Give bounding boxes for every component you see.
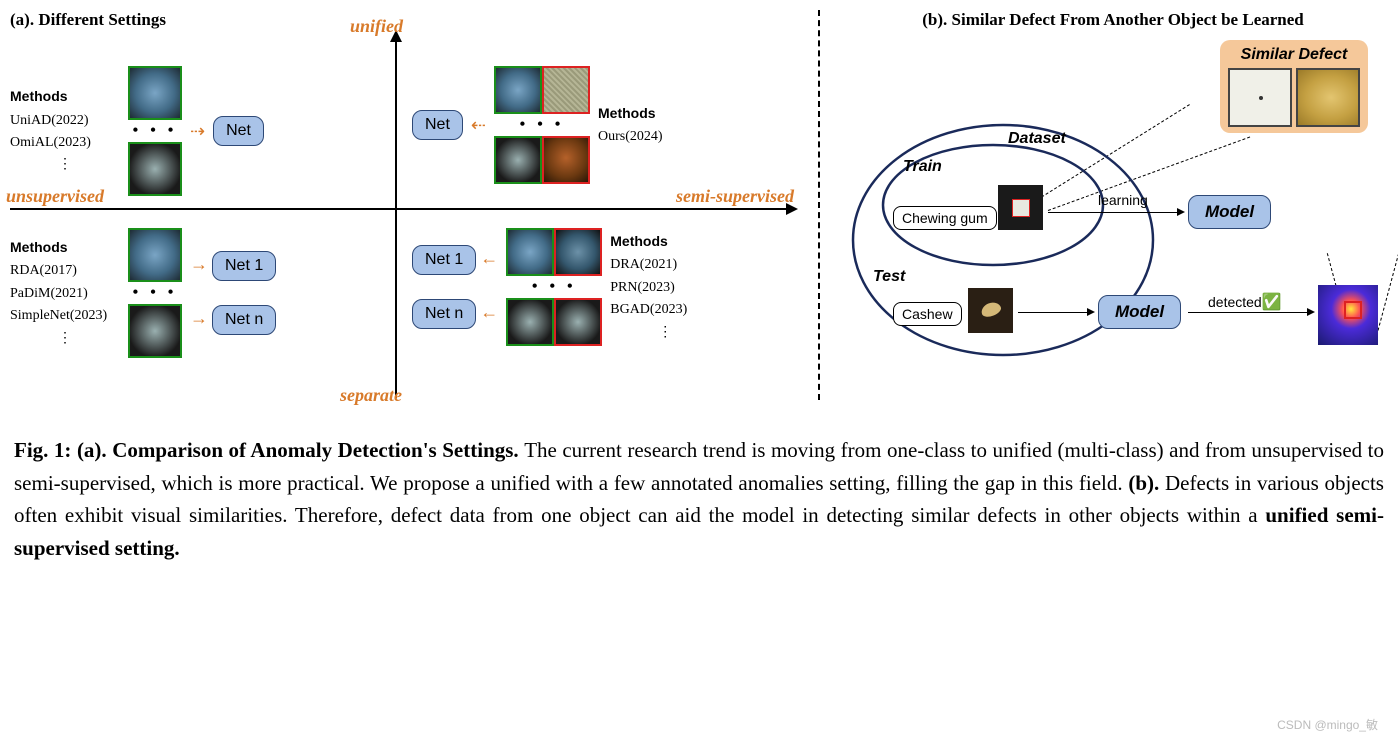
model-box-train: Model	[1188, 195, 1271, 229]
method-item: UniAD(2022)	[10, 110, 120, 132]
net-column: Net 1← Net n←	[412, 245, 498, 329]
caption-mid-bold: (b).	[1128, 471, 1165, 495]
thumb-normal-cable	[128, 228, 182, 282]
net-box: Net 1	[212, 251, 276, 281]
converge-arrow-icon: ⇢	[190, 121, 205, 142]
quadrant-bottom-left: Methods RDA(2017) PaDiM(2021) SimpleNet(…	[10, 228, 276, 358]
method-item: RDA(2017)	[10, 260, 120, 282]
detected-label: detected✅	[1208, 292, 1282, 312]
learning-label: learning	[1098, 192, 1148, 208]
vdots-icon: ⋮	[610, 322, 720, 344]
method-item: Ours(2024)	[598, 126, 708, 148]
method-item: OmiAL(2023)	[10, 132, 120, 154]
dots-icon: • • •	[133, 122, 178, 140]
net-box: Net 1	[412, 245, 476, 275]
learning-arrow	[1048, 212, 1178, 213]
watermark: CSDN @mingo_敏	[1277, 716, 1378, 733]
net-box: Net	[213, 116, 264, 146]
net-box: Net	[412, 110, 463, 140]
similar-defect-callout: Similar Defect	[1220, 40, 1368, 133]
method-item: PRN(2023)	[610, 277, 720, 299]
dash-line	[1378, 253, 1398, 331]
methods-ur: Methods Ours(2024)	[598, 102, 708, 149]
arrow-icon: →	[190, 254, 208, 274]
heatmap-result	[1318, 285, 1378, 345]
methods-heading: Methods	[10, 236, 120, 258]
thumb-anomaly-cable	[554, 228, 602, 276]
thumb-normal-screw	[506, 298, 554, 346]
detected-arrow	[1188, 312, 1308, 313]
net-box: Net n	[412, 299, 476, 329]
methods-heading: Methods	[598, 102, 708, 124]
panel-a: (a). Different Settings unified separate…	[10, 10, 800, 410]
venn-diagram	[838, 120, 1158, 380]
quadrant-bottom-right: Net 1← Net n← • • • Methods	[412, 228, 720, 346]
callout-title: Similar Defect	[1228, 46, 1360, 64]
methods-heading: Methods	[610, 230, 720, 252]
vdots-icon: ⋮	[10, 328, 120, 350]
gum-pill: Chewing gum	[893, 206, 997, 230]
thumb-anomaly-hazelnut	[542, 136, 590, 184]
venn-label-test: Test	[873, 268, 905, 286]
thumb-normal-screw	[494, 136, 542, 184]
dots-icon: • • •	[520, 116, 565, 134]
gum-image-thumb	[998, 185, 1043, 230]
methods-heading: Methods	[10, 85, 120, 107]
panel-divider	[818, 10, 820, 400]
cashew-pill: Cashew	[893, 302, 962, 326]
thumb-anomaly-carpet	[542, 66, 590, 114]
net-box: Net n	[212, 305, 276, 335]
methods-bl: Methods RDA(2017) PaDiM(2021) SimpleNet(…	[10, 236, 120, 350]
method-item: BGAD(2023)	[610, 299, 720, 321]
thumb-anomaly-screw	[554, 298, 602, 346]
thumb-normal-cable	[506, 228, 554, 276]
dots-icon: • • •	[133, 284, 178, 302]
thumb-normal-screw	[128, 304, 182, 358]
figure-caption: Fig. 1: (a). Comparison of Anomaly Detec…	[10, 434, 1388, 564]
venn-label-dataset: Dataset	[1008, 130, 1066, 148]
venn-label-train: Train	[903, 158, 942, 176]
vdots-icon: ⋮	[10, 154, 120, 176]
thumb-normal-cable	[128, 66, 182, 120]
panel-b: (b). Similar Defect From Another Object …	[838, 10, 1388, 410]
arrow-icon: ←	[480, 302, 498, 322]
check-icon: ✅	[1262, 294, 1282, 311]
axis-label-right: semi-supervised	[676, 186, 794, 207]
converge-arrow-icon: ⇠	[471, 115, 486, 136]
method-item: PaDiM(2021)	[10, 283, 120, 305]
net-column: →Net 1 →Net n	[190, 251, 276, 335]
y-axis	[395, 38, 397, 398]
x-axis	[10, 208, 790, 210]
model-box-test: Model	[1098, 295, 1181, 329]
image-stack: • • •	[506, 228, 602, 346]
image-stack: • • •	[128, 228, 182, 358]
panel-b-title: (b). Similar Defect From Another Object …	[838, 10, 1388, 30]
image-stack: • • •	[494, 66, 590, 184]
caption-prefix: Fig. 1: (a). Comparison of Anomaly Detec…	[14, 438, 524, 462]
arrow-icon: ←	[480, 248, 498, 268]
thumb-normal-cable	[494, 66, 542, 114]
method-item: SimpleNet(2023)	[10, 305, 120, 327]
axis-label-bottom: separate	[340, 385, 402, 406]
cashew-defect-thumb	[1296, 68, 1360, 127]
quadrant-upper-left: Methods UniAD(2022) OmiAL(2023) ⋮ • • • …	[10, 66, 264, 196]
panel-a-title: (a). Different Settings	[10, 10, 800, 30]
quadrant-chart: unified separate unsupervised semi-super…	[10, 38, 790, 398]
gum-defect-thumb	[1228, 68, 1292, 127]
arrow-icon: →	[190, 308, 208, 328]
test-arrow	[1018, 312, 1088, 313]
quadrant-upper-right: Net ⇠ • • • Methods Ours(2024)	[412, 66, 708, 184]
method-item: DRA(2021)	[610, 254, 720, 276]
methods-ul: Methods UniAD(2022) OmiAL(2023) ⋮	[10, 85, 120, 177]
thumb-normal-screw	[128, 142, 182, 196]
methods-br: Methods DRA(2021) PRN(2023) BGAD(2023) ⋮	[610, 230, 720, 344]
cashew-image-thumb	[968, 288, 1013, 333]
axis-label-top: unified	[350, 16, 403, 37]
dots-icon: • • •	[532, 278, 577, 296]
image-stack: • • •	[128, 66, 182, 196]
